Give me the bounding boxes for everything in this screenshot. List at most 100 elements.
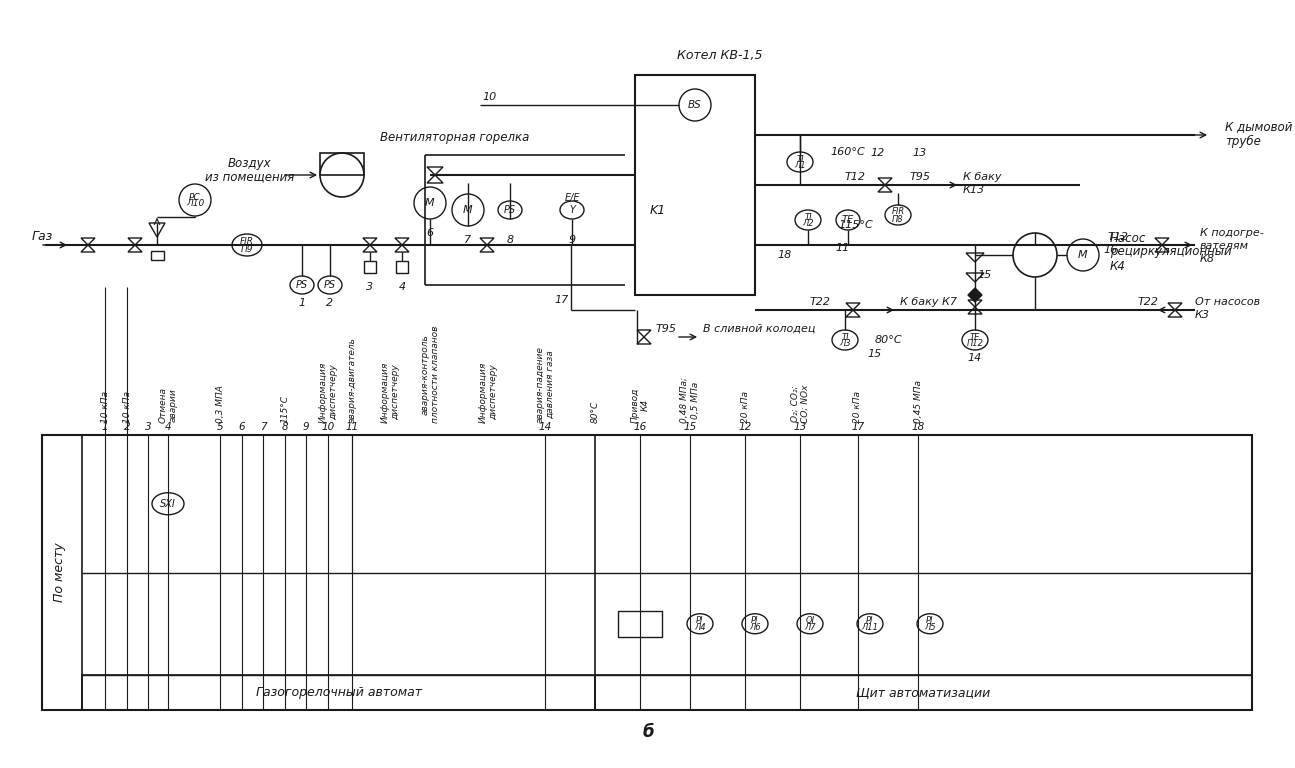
Text: К4: К4 (1110, 260, 1125, 273)
Text: 0,3 МПА: 0,3 МПА (215, 385, 224, 423)
Text: TI: TI (796, 154, 804, 164)
Text: 9: 9 (303, 422, 310, 432)
Text: T12: T12 (846, 172, 866, 182)
Text: 15: 15 (978, 270, 992, 280)
Text: T95: T95 (910, 172, 931, 182)
Text: 8: 8 (282, 422, 289, 432)
Text: 10 кПа: 10 кПа (123, 391, 132, 423)
Text: 16: 16 (1103, 245, 1118, 255)
Text: QI: QI (805, 616, 815, 625)
Text: 80°C: 80°C (875, 335, 903, 345)
Text: Л6: Л6 (750, 624, 761, 632)
Text: 7: 7 (260, 422, 267, 432)
Text: 10: 10 (483, 92, 497, 102)
Text: PS: PS (324, 280, 337, 290)
Bar (396, 261, 408, 273)
Text: 0,45 МПа: 0,45 МПа (913, 380, 922, 423)
Text: 4: 4 (399, 282, 405, 292)
Text: 20 кПа: 20 кПа (741, 391, 750, 423)
Text: 0,48 МПа;
0,5 МПа: 0,48 МПа; 0,5 МПа (680, 377, 699, 423)
Text: П8: П8 (892, 214, 904, 223)
Text: 16: 16 (633, 422, 646, 432)
Text: 11: 11 (835, 243, 850, 253)
Bar (150, 250, 163, 260)
Text: От насосов: От насосов (1195, 297, 1260, 307)
Text: E/E: E/E (565, 193, 580, 203)
Text: 20 кПа: 20 кПа (853, 391, 862, 423)
Text: 6: 6 (238, 422, 245, 432)
Text: К баку: К баку (963, 172, 1001, 182)
Text: Котел КВ-1,5: Котел КВ-1,5 (677, 48, 763, 61)
Text: Л2: Л2 (802, 220, 813, 229)
Text: 1: 1 (102, 422, 109, 432)
Text: 7: 7 (465, 235, 471, 245)
Text: 13: 13 (913, 148, 927, 158)
Text: TI: TI (804, 213, 812, 221)
Text: Информация
диспетчеру: Информация диспетчеру (478, 362, 497, 423)
Text: 18: 18 (778, 250, 793, 260)
Text: П9: П9 (241, 244, 254, 253)
Text: 115°C: 115°C (838, 220, 873, 230)
Text: трубе: трубе (1225, 134, 1261, 147)
Text: К13: К13 (963, 185, 985, 195)
Text: 17: 17 (554, 295, 569, 305)
Text: вателям: вателям (1200, 241, 1248, 251)
Text: Л11: Л11 (861, 624, 878, 632)
Text: Газогорелочный автомат: Газогорелочный автомат (255, 686, 421, 699)
Text: 13: 13 (794, 422, 807, 432)
Text: K1: K1 (650, 204, 666, 217)
Text: Л1: Л1 (794, 161, 805, 170)
Text: 5: 5 (216, 422, 223, 432)
Text: M: M (425, 198, 435, 208)
Text: К баку К7: К баку К7 (900, 297, 957, 307)
Text: Щит автоматизации: Щит автоматизации (856, 686, 991, 699)
Bar (364, 261, 376, 273)
Text: Y: Y (569, 205, 575, 215)
Bar (320, 153, 364, 175)
Text: 8: 8 (506, 235, 514, 245)
Bar (635, 75, 755, 295)
Text: 11: 11 (346, 422, 359, 432)
Bar (594, 675, 1252, 710)
Text: TI: TI (842, 333, 848, 342)
Bar (41, 435, 1252, 710)
Text: 80°C: 80°C (591, 401, 600, 423)
Text: Л4: Л4 (694, 624, 706, 632)
Text: рециркуляционный: рециркуляционный (1110, 246, 1232, 259)
Text: К3: К3 (1195, 310, 1210, 320)
Text: 12: 12 (870, 148, 884, 158)
Text: 2: 2 (326, 298, 334, 308)
Text: FIR: FIR (240, 237, 254, 247)
Text: из помещения: из помещения (206, 170, 295, 184)
Text: Вентиляторная горелка: Вентиляторная горелка (381, 131, 530, 144)
Text: PI: PI (751, 616, 759, 625)
Text: 14: 14 (967, 353, 982, 363)
Text: 15: 15 (684, 422, 697, 432)
Text: О₂; СО₂;
СО; NOx: О₂; СО₂; СО; NOx (790, 385, 809, 423)
Text: авария-контроль
плотности клапанов: авария-контроль плотности клапанов (421, 326, 440, 423)
Text: Л7: Л7 (804, 624, 816, 632)
Text: 10: 10 (321, 422, 334, 432)
Text: PI: PI (866, 616, 874, 625)
Text: П12: П12 (966, 339, 983, 349)
Text: 10 кПа: 10 кПа (101, 391, 110, 423)
Text: Л10: Л10 (186, 200, 205, 208)
Text: Информация
диспетчеру: Информация диспетчеру (319, 362, 338, 423)
Text: К подогре-: К подогре- (1200, 228, 1264, 238)
Text: PS: PS (504, 205, 517, 215)
Text: Л3: Л3 (839, 339, 851, 349)
Text: SXI: SXI (161, 498, 176, 508)
Bar (618, 611, 662, 637)
Text: PS: PS (297, 280, 308, 290)
Text: 1: 1 (298, 298, 306, 308)
Text: PI: PI (926, 616, 934, 625)
Text: Газ: Газ (32, 230, 53, 243)
Text: 15: 15 (868, 349, 882, 359)
Text: К дымовой: К дымовой (1225, 121, 1292, 134)
Text: Отмена
аварии: Отмена аварии (158, 387, 177, 423)
Text: 115°C: 115°C (281, 395, 290, 423)
Text: Воздух: Воздух (228, 157, 272, 170)
Text: T22: T22 (1138, 297, 1159, 307)
Text: авария-падение
давления газа: авария-падение давления газа (535, 346, 554, 423)
Text: TE: TE (970, 333, 980, 342)
